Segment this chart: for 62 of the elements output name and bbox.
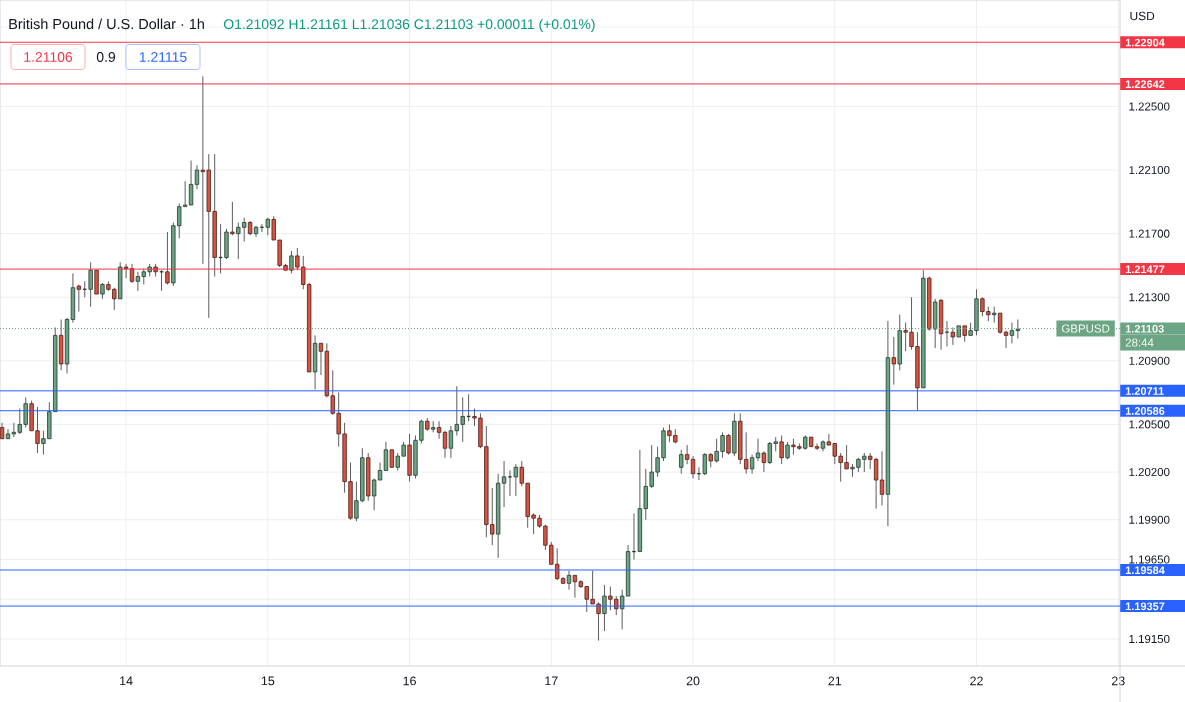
annotation: GBPUSD (1062, 324, 1110, 333)
candlestick (679, 449, 684, 475)
ref-line-label: 1.20586 (1125, 407, 1165, 415)
x-tick-label: 20 (686, 676, 700, 686)
y-tick-label: 1.20900 (1129, 356, 1170, 365)
candlestick (23, 396, 28, 429)
candlestick (891, 336, 896, 386)
text: British Pound / U.S. Dollar · 1h (9, 18, 204, 30)
y-tick-label: 1.21300 (1129, 293, 1170, 302)
candlestick (230, 201, 235, 236)
candlestick (76, 284, 82, 313)
annotation: 1.21106 (24, 52, 73, 62)
text: O1.21092 H1.21161 L1.21036 C1.21103 +0.00011 (+0.01%) (223, 18, 595, 32)
y-tick-label: 1.21700 (1129, 229, 1170, 238)
candlestick (572, 574, 578, 599)
candlestick (862, 452, 867, 473)
candlestick (779, 435, 784, 465)
candlestick (602, 584, 607, 632)
y-tick-label: 1.22500 (1129, 102, 1170, 111)
text: 28:44 (1125, 338, 1154, 347)
annotation: 1.21115 (139, 52, 187, 62)
candlestick (767, 441, 772, 465)
candlestick (165, 231, 170, 286)
candlestick (289, 250, 294, 274)
x-tick-label: 21 (828, 676, 842, 686)
x-tick-label: 23 (1111, 676, 1125, 686)
x-tick-label: 22 (970, 676, 983, 686)
candlestick (460, 396, 465, 443)
candlestick (35, 406, 40, 454)
x-tick-label: 16 (403, 676, 416, 686)
ref-line-label: 1.19584 (1125, 566, 1165, 575)
candlestick (419, 419, 424, 444)
y-tick-label: 1.19900 (1129, 515, 1170, 524)
candlestick (980, 296, 985, 317)
candlestick (194, 164, 200, 190)
candlestick (566, 570, 572, 591)
candlestick (714, 438, 719, 464)
y-tick-label: 1.19650 (1129, 555, 1170, 564)
ref-line-label: 1.19357 (1125, 602, 1165, 611)
y-tick-label: 1.19150 (1129, 634, 1170, 644)
candlestick (726, 433, 731, 456)
y-axis-title: USD (1130, 11, 1155, 21)
x-tick-label: 17 (545, 676, 558, 686)
y-tick-label: 1.22100 (1129, 166, 1170, 175)
candlestick (720, 431, 725, 459)
candlestick (17, 408, 22, 435)
x-tick-label: 15 (261, 676, 275, 686)
candlestick (950, 326, 956, 346)
candlestick (88, 261, 93, 308)
y-tick-label: 1.20200 (1129, 468, 1170, 477)
candlestick (94, 269, 99, 295)
ref-line-label: 1.21477 (1125, 265, 1165, 274)
y-tick-label: 1.20500 (1129, 420, 1170, 429)
ref-line-label: 1.21103 (1125, 324, 1164, 333)
ref-line-label: 1.20711 (1125, 387, 1164, 395)
candlestick (844, 444, 849, 470)
ref-line-label: 1.22642 (1125, 80, 1165, 89)
x-tick-label: 14 (120, 676, 133, 686)
ref-line-label: 1.22904 (1125, 38, 1165, 47)
annotation: 0.9 (96, 52, 116, 62)
candlestick (383, 441, 389, 471)
candlestick (761, 450, 767, 473)
